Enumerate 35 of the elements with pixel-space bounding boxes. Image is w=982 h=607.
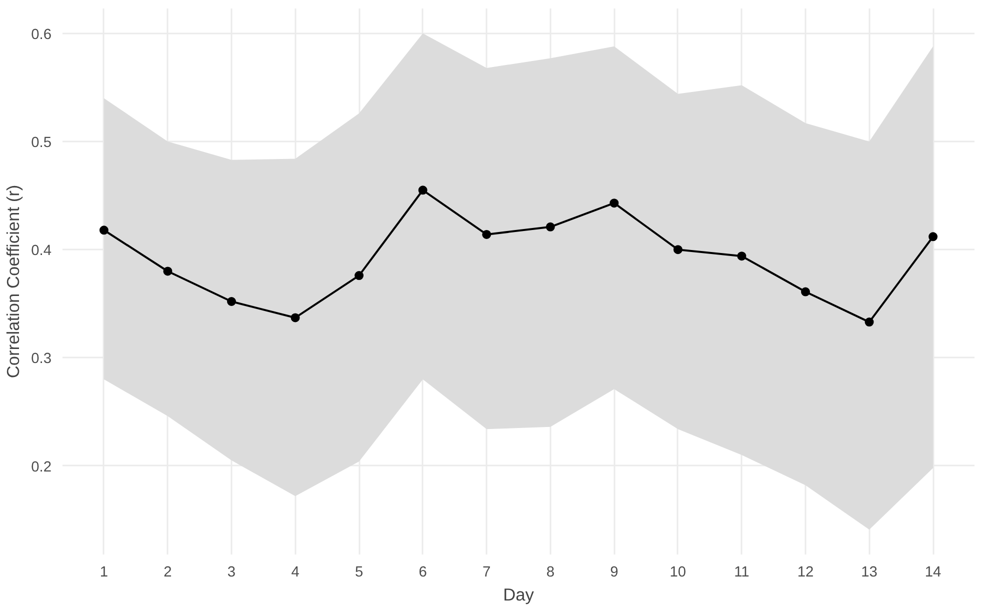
point — [354, 271, 364, 280]
x-axis-title: Day — [503, 584, 534, 604]
x-tick-label: 5 — [354, 564, 364, 580]
y-tick-label: 0.3 — [31, 351, 52, 368]
x-tick-label: 10 — [670, 564, 686, 580]
y-tick-label: 0.6 — [31, 26, 52, 43]
point — [673, 245, 682, 254]
point — [864, 318, 874, 327]
x-tick-label: 12 — [797, 564, 814, 580]
x-tick-label: 7 — [482, 564, 491, 580]
point — [290, 313, 300, 322]
y-axis-title: Correlation Coefficient (r) — [3, 184, 24, 378]
point — [546, 222, 555, 232]
point — [163, 266, 172, 276]
point — [482, 230, 492, 239]
x-tick-label: 2 — [164, 564, 172, 580]
point — [227, 297, 236, 306]
x-tick-label: 9 — [610, 564, 618, 580]
x-tick-label: 3 — [227, 564, 236, 580]
x-tick-label: 6 — [418, 564, 427, 580]
x-tick-label: 1 — [100, 564, 108, 580]
x-tick-label: 4 — [291, 564, 300, 580]
point — [800, 287, 810, 296]
point — [737, 252, 746, 261]
y-tick-label: 0.5 — [31, 134, 52, 151]
point — [610, 198, 619, 208]
x-tick-label: 13 — [861, 564, 878, 580]
x-tick-label: 14 — [924, 564, 942, 580]
point — [928, 232, 938, 242]
y-tick-label: 0.2 — [31, 459, 52, 476]
point — [99, 226, 108, 235]
x-tick-label: 8 — [546, 564, 554, 580]
point — [418, 186, 428, 195]
x-tick-label: 11 — [734, 564, 750, 580]
y-tick-label: 0.4 — [31, 243, 52, 260]
